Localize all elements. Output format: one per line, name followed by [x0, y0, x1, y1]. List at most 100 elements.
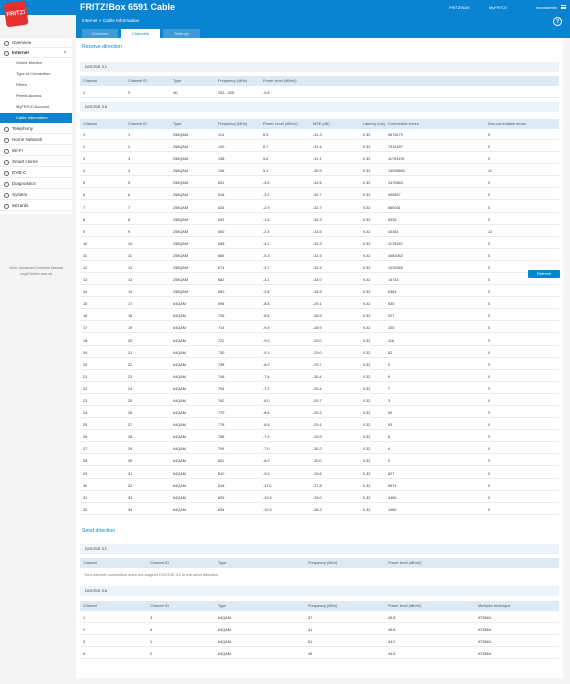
table-cell: -30.2: [313, 447, 322, 452]
sidebar-item-home-network[interactable]: Home Network: [0, 135, 72, 145]
table-cell: -0.8: [263, 91, 270, 95]
column-header: Channel ID: [128, 122, 147, 126]
sidebar-item-diagnostics[interactable]: Diagnostics: [0, 179, 72, 189]
table-cell: 3: [128, 157, 131, 162]
table-cell: 770: [218, 411, 225, 416]
network-icon: [4, 138, 9, 143]
sidebar-item-smart-home[interactable]: Smart Home: [0, 157, 72, 167]
table-cell: 706: [218, 314, 225, 319]
table-cell: 25: [83, 423, 88, 428]
table-cell: 0: [488, 398, 491, 403]
footer-legal-links[interactable]: Legal Notice avm.de: [19, 272, 53, 276]
table-header: Channel Channel ID Type Frequency (MHz) Powe…: [80, 558, 559, 568]
table-row: 14 14 256QAM 690 -2.8 -34.5 0.32 6364 0: [80, 287, 559, 298]
table-cell: -28.0: [313, 495, 322, 500]
fritz-logo[interactable]: FRITZ!: [3, 0, 29, 28]
table-cell: 4K: [173, 91, 178, 95]
column-header: Power Level (dBmV): [263, 122, 298, 126]
sidebar-sub-myfritz-account[interactable]: MyFRITZ! Account: [16, 104, 50, 109]
table-row: 15 17 64QAM 698 -8.8 -29.1 0.32 530 0: [80, 299, 559, 310]
table-cell: 44.0: [388, 640, 396, 644]
table-cell: 64QAM: [173, 459, 186, 464]
table-cell: 51: [308, 640, 313, 644]
table-cell: 34: [128, 507, 133, 512]
table-row: 4 4 256QAM 146 5.1 -30.9 0.32 13926850 11: [80, 166, 559, 177]
table-cell: 0.32: [363, 447, 371, 452]
table-cell: 1480: [388, 507, 397, 512]
user-account-link[interactable]: monoadmin: [536, 5, 557, 10]
table-cell: 31: [128, 471, 133, 476]
footer-view-links[interactable]: View: Advanced Contents Manual: [9, 266, 63, 270]
sidebar-item-system[interactable]: System: [0, 190, 72, 200]
wizard-icon: [4, 204, 9, 209]
tab-settings[interactable]: Settings: [163, 29, 200, 38]
table-cell: 0.32: [363, 471, 371, 476]
table-cell: 26: [83, 435, 88, 440]
table-cell: 6: [128, 193, 131, 198]
table-cell: 207: [388, 314, 395, 319]
table-cell: 1: [150, 640, 153, 644]
sidebar-item-telephony[interactable]: Telephony: [0, 124, 72, 134]
table-cell: -31.1: [313, 157, 322, 162]
sidebar-item-wizards[interactable]: Wizards: [0, 201, 72, 211]
table-cell: -9.0: [263, 471, 270, 476]
fritz-nas-link[interactable]: FRITZ!NAS: [449, 5, 470, 10]
table-cell: 256QAM: [173, 193, 188, 198]
column-header: Power level (dBmV): [388, 604, 422, 608]
table-cell: 9: [388, 374, 391, 379]
table-cell: 256QAM: [173, 241, 188, 246]
table-cell: 130: [218, 145, 225, 150]
table-cell: 64QAM: [173, 374, 186, 379]
table-cell: 14: [128, 290, 133, 295]
table-row: 25 27 64QAM 778 -8.8 -29.1 0.32 93 0: [80, 420, 559, 431]
table-cell: 0: [488, 423, 491, 428]
table-cell: 64QAM: [173, 350, 186, 355]
table-cell: 1178152: [388, 241, 403, 246]
sidebar-item-wifi[interactable]: Wi-Fi: [0, 146, 72, 156]
column-header: Type: [173, 79, 182, 83]
table-cell: 778: [218, 423, 225, 428]
table-cell: -9.4: [263, 326, 270, 331]
table-row: 31 33 64QAM 826 -10.5 -28.0 0.32 4465 0: [80, 493, 559, 503]
sidebar-sub-filters[interactable]: Filters: [16, 82, 27, 87]
table-row: 32 34 64QAM 834 -10.9 -28.3 0.32 1480 0: [80, 505, 559, 515]
menu-icon[interactable]: [561, 5, 566, 9]
sidebar-sub-online-monitor[interactable]: Online Monitor: [16, 60, 43, 65]
help-icon[interactable]: ?: [553, 17, 562, 26]
table-cell: 0.32: [363, 411, 371, 416]
table-cell: -5.3: [263, 253, 270, 258]
sidebar-sub-permit-access[interactable]: Permit Access: [16, 93, 42, 98]
tab-overview[interactable]: Overview: [82, 29, 118, 38]
table-cell: 0.32: [363, 157, 371, 162]
table-row: 13 13 256QAM 682 -3.1 -34.0 0.32 14743 0: [80, 275, 559, 286]
table-cell: 0.32: [363, 181, 371, 186]
table-row: 4 2 64QAM 45 44.8 ATDMA: [80, 649, 559, 659]
table-cell: 7: [83, 205, 86, 210]
sidebar-sub-connection-type[interactable]: Type of Connection: [16, 71, 51, 76]
table-cell: 22: [83, 386, 88, 391]
table-row: 30 32 64QAM 818 -11.0 -27.8 0.32 5974 0: [80, 481, 559, 491]
table-cell: -32.7: [313, 205, 322, 210]
refresh-button[interactable]: Refresh: [528, 270, 560, 278]
myfritz-link[interactable]: MyFRITZ!: [489, 5, 507, 10]
sidebar-sub-cable-information[interactable]: Cable Information: [0, 113, 72, 123]
table-cell: 13: [83, 278, 88, 283]
table-cell: 0.32: [363, 435, 371, 440]
table-cell: 11: [488, 169, 492, 174]
table-row: 22 24 64QAM 754 -7.2 -30.4 0.32 7 0: [80, 384, 559, 394]
table-cell: 722: [218, 338, 225, 343]
table-cell: 64QAM: [173, 411, 186, 416]
tab-channels[interactable]: Channels: [121, 29, 160, 39]
table-cell: 660031: [388, 205, 401, 210]
sidebar-item-overview[interactable]: Overview: [0, 38, 72, 48]
table-cell: 0: [488, 459, 491, 464]
table-cell: -34.0: [313, 278, 322, 283]
sidebar-item-internet[interactable]: Internet ^: [0, 48, 72, 58]
subheader: Internet > Cable Information ? Overview …: [76, 15, 570, 39]
sidebar-item-dvbc[interactable]: DVB-C: [0, 168, 72, 178]
table-cell: 0.32: [363, 495, 371, 500]
table-cell: 0: [488, 265, 491, 270]
table-row: 9 9 256QAM 650 -2.4 -33.5 0.32 43361 12: [80, 227, 559, 237]
table-cell: 64QAM: [173, 314, 186, 319]
table-cell: 23: [128, 374, 133, 379]
